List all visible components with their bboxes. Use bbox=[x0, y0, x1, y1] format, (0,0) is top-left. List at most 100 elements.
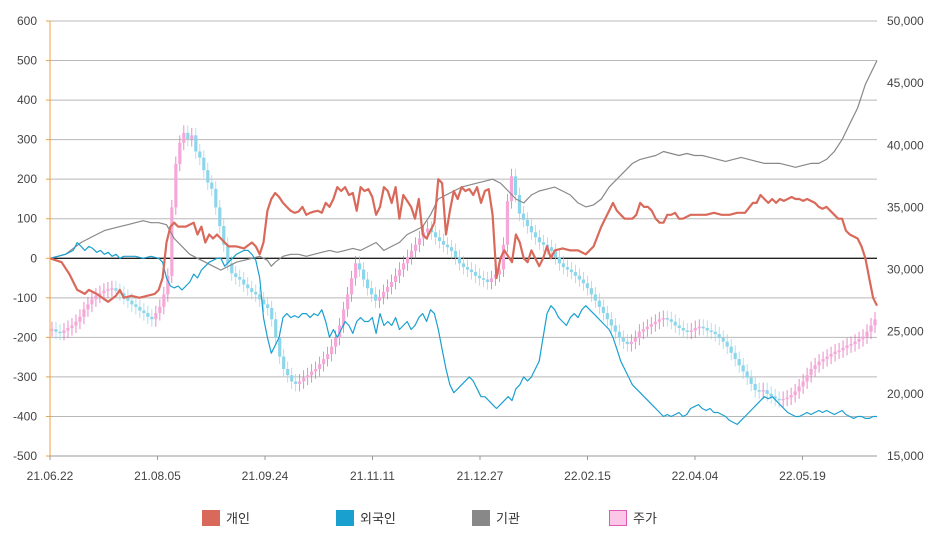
price-candle bbox=[761, 390, 765, 392]
y-left-tick-label: -100 bbox=[13, 291, 37, 305]
price-candle bbox=[701, 326, 705, 329]
price-candle bbox=[733, 352, 737, 360]
legend-item-foreign[interactable]: 외국인 bbox=[336, 508, 396, 527]
price-candle bbox=[174, 163, 178, 208]
price-candle bbox=[617, 331, 621, 338]
price-candle bbox=[721, 337, 725, 342]
price-candle bbox=[797, 386, 801, 392]
price-candle bbox=[817, 361, 821, 366]
price-candle bbox=[158, 306, 162, 314]
price-candle bbox=[222, 226, 226, 245]
price-candle bbox=[509, 176, 514, 202]
price-candle bbox=[254, 291, 258, 295]
price-candle bbox=[114, 288, 118, 291]
legend-swatch-individual bbox=[202, 509, 220, 526]
price-candle bbox=[70, 325, 74, 328]
price-candle bbox=[633, 337, 637, 342]
price-candle bbox=[753, 383, 757, 391]
y-left-tick-label: -500 bbox=[13, 449, 37, 463]
price-candle bbox=[82, 309, 86, 317]
price-candle bbox=[162, 294, 166, 307]
price-candle bbox=[737, 359, 741, 366]
price-candle bbox=[873, 319, 877, 326]
price-candle bbox=[601, 306, 605, 314]
price-candle bbox=[210, 182, 214, 189]
price-candle bbox=[501, 244, 506, 270]
price-candle bbox=[653, 321, 657, 325]
price-candle bbox=[298, 381, 302, 384]
price-candle bbox=[481, 278, 486, 280]
price-candle bbox=[829, 354, 833, 357]
price-candle bbox=[869, 325, 873, 332]
price-candle bbox=[154, 313, 158, 320]
price-candle bbox=[62, 330, 66, 333]
price-candle bbox=[681, 327, 685, 331]
price-candle bbox=[657, 319, 661, 322]
price-candle bbox=[773, 396, 777, 399]
price-candle bbox=[629, 341, 633, 345]
price-candle bbox=[749, 377, 753, 384]
price-candle bbox=[645, 326, 649, 330]
price-candle bbox=[234, 273, 238, 278]
price-candle bbox=[457, 257, 462, 264]
price-candle bbox=[78, 316, 82, 322]
price-candle bbox=[186, 132, 190, 140]
price-candle bbox=[581, 279, 585, 284]
price-candle bbox=[465, 267, 470, 270]
y-right-tick-label: 50,000 bbox=[887, 14, 924, 28]
price-candle bbox=[613, 325, 617, 332]
series-line-individual bbox=[49, 178, 878, 307]
price-candle bbox=[102, 290, 106, 294]
price-candle bbox=[853, 341, 857, 345]
price-candle bbox=[441, 240, 446, 245]
price-candle bbox=[214, 188, 218, 208]
price-candle bbox=[362, 269, 366, 280]
price-candle bbox=[346, 294, 350, 310]
price-candle bbox=[150, 316, 154, 320]
price-candle bbox=[50, 329, 54, 331]
price-candle bbox=[549, 247, 553, 251]
price-candle bbox=[757, 390, 761, 392]
price-candle bbox=[126, 296, 130, 301]
price-candle bbox=[541, 242, 546, 245]
y-right-tick-label: 15,000 bbox=[887, 449, 924, 463]
price-candle bbox=[270, 308, 274, 320]
legend-label-foreign: 외국인 bbox=[360, 511, 396, 526]
y-right-tick-label: 25,000 bbox=[887, 325, 924, 339]
price-candle bbox=[637, 331, 641, 338]
price-candle bbox=[801, 381, 805, 387]
price-candle bbox=[226, 244, 230, 264]
price-candle bbox=[533, 232, 538, 238]
price-candle bbox=[497, 269, 502, 275]
price-candle bbox=[66, 327, 70, 331]
price-candle bbox=[861, 336, 865, 340]
x-tick-label: 22.02.15 bbox=[564, 469, 611, 483]
price-candle bbox=[669, 319, 673, 322]
y-left-tick-label: -300 bbox=[13, 370, 37, 384]
legend: 개인 외국인 기관 주가 bbox=[0, 508, 940, 530]
y-left-tick-label: 600 bbox=[17, 14, 37, 28]
price-candle bbox=[170, 207, 174, 276]
price-candle bbox=[469, 269, 474, 273]
legend-label-individual: 개인 bbox=[226, 511, 250, 526]
price-candle bbox=[641, 329, 645, 332]
y-right-tick-label: 45,000 bbox=[887, 76, 924, 90]
legend-item-individual[interactable]: 개인 bbox=[202, 508, 250, 527]
price-candle bbox=[417, 238, 422, 245]
y-left-tick-label: 400 bbox=[17, 93, 37, 107]
price-candle bbox=[366, 279, 370, 289]
price-candle bbox=[58, 331, 62, 334]
price-candle bbox=[306, 375, 310, 378]
legend-item-institution[interactable]: 기관 bbox=[472, 508, 520, 527]
price-candle bbox=[505, 201, 510, 245]
price-candle bbox=[314, 369, 318, 372]
price-candle bbox=[230, 263, 234, 274]
price-candle bbox=[198, 151, 202, 158]
x-tick-label: 21.11.11 bbox=[350, 469, 395, 483]
price-candle bbox=[741, 365, 745, 372]
price-candle bbox=[605, 313, 609, 320]
price-candle bbox=[705, 327, 709, 331]
price-candle bbox=[433, 232, 438, 238]
legend-item-price[interactable]: 주가 bbox=[609, 508, 657, 527]
